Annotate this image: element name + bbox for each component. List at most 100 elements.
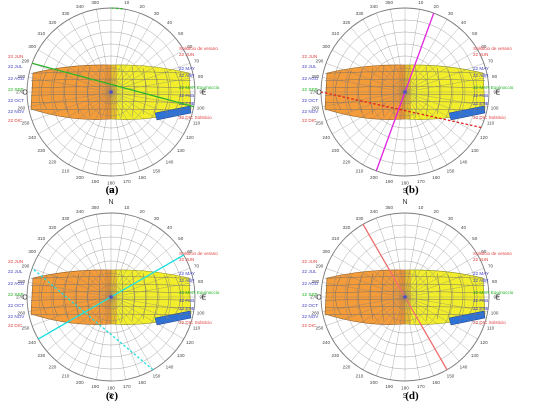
left-date-label: 22 NOV [302,314,319,319]
azimuth-line [110,91,140,171]
azimuth-tick-label: 200 [76,175,84,180]
south-label: S [403,188,408,195]
azimuth-tick-label: 250 [22,326,30,331]
azimuth-tick-label: 90 [493,90,499,95]
azimuth-tick-label: 280 [18,279,26,284]
hour-line [346,275,352,317]
azimuth-line [376,296,406,376]
left-date-label: 22 JUL [302,269,317,274]
azimuth-line [110,49,184,93]
azimuth-line [404,296,460,362]
azimuth-tick-label: 190 [385,384,393,389]
azimuth-line [68,91,112,165]
west-label: O [316,295,322,302]
right-date-label: 22 FEB [473,298,488,303]
azimuth-line [376,13,406,93]
azimuth-tick-label: 200 [76,380,84,385]
azimuth-tick-label: 300 [28,44,36,49]
azimuth-tick-label: 320 [343,20,351,25]
azimuth-line [350,296,406,362]
azimuth-tick-label: 330 [62,11,70,16]
azimuth-tick-label: 330 [62,216,70,221]
azimuth-line [326,63,406,93]
azimuth-line [110,282,194,298]
panel-caption: (b) [405,184,419,196]
azimuth-line [110,224,154,298]
azimuth-line [404,214,420,298]
azimuth-tick-label: 40 [461,20,467,25]
azimuth-tick-label: 340 [76,4,84,9]
hour-line [164,70,170,112]
azimuth-line [110,37,176,93]
center-point [403,90,407,94]
azimuth-tick-label: 60 [187,249,193,254]
azimuth-tick-label: 310 [331,236,339,241]
azimuth-tick-label: 270 [310,295,318,300]
left-date-label: 22 JUN [302,259,317,264]
azimuth-line [322,91,406,107]
azimuth-line [362,296,406,370]
azimuth-tick-label: 290 [22,263,30,268]
east-label: E [202,90,207,97]
azimuth-line [46,37,112,93]
hour-line [335,71,341,110]
azimuth-tick-label: 210 [356,373,364,378]
azimuth-tick-label: 340 [76,209,84,214]
north-label: N [108,0,113,1]
azimuth-tick-label: 180 [401,386,409,391]
azimuth-tick-label: 150 [447,373,455,378]
azimuth-line [404,268,484,298]
azimuth-tick-label: 310 [37,31,45,36]
azimuth-tick-label: 90 [493,295,499,300]
azimuth-line [350,27,406,93]
azimuth-tick-label: 190 [91,384,99,389]
hour-line [369,68,374,115]
right-date-label: 22 MAR Equinoccio [473,290,514,295]
azimuth-tick-label: 170 [123,384,131,389]
azimuth-tick-label: 90 [199,295,205,300]
azimuth-line [32,296,112,326]
azimuth-tick-label: 20 [140,209,146,214]
azimuth-tick-label: 180 [107,181,115,186]
azimuth-line [404,91,448,165]
hour-line [426,67,429,116]
azimuth-tick-label: 270 [16,90,24,95]
azimuth-line [68,296,112,370]
overlay-line [110,7,123,10]
azimuth-line [110,296,176,352]
azimuth-tick-label: 120 [480,340,488,345]
azimuth-line [362,19,406,93]
center-point [403,295,407,299]
right-date-label: 22 ENE [473,306,489,311]
azimuth-line [404,63,484,93]
right-date-label: 22 JUN [473,257,488,262]
right-date-label: 22 DIC Solsticio [473,320,506,325]
azimuth-tick-label: 170 [123,179,131,184]
azimuth-tick-label: 90 [199,90,205,95]
azimuth-tick-label: 70 [488,263,494,268]
right-date-label: 22 ABR [179,73,195,78]
north-label: N [402,199,407,206]
right-date-label: 22 MAY [179,271,195,276]
azimuth-tick-label: 10 [418,205,424,210]
left-date-label: 22 OCT [302,303,318,308]
azimuth-line [404,232,460,298]
azimuth-line [404,19,448,93]
azimuth-line [110,296,194,312]
azimuth-line [404,91,420,175]
azimuth-tick-label: 50 [178,31,184,36]
left-date-label: 22 AGO [8,281,25,286]
azimuth-tick-label: 240 [28,135,36,140]
azimuth-line [82,91,112,171]
left-date-label: 22 DIC [8,118,23,123]
hour-line [175,276,181,315]
azimuth-line [96,9,112,93]
azimuth-tick-label: 30 [154,216,160,221]
azimuth-tick-label: 160 [138,380,146,385]
azimuth-line [56,232,112,298]
hour-line [426,272,429,321]
azimuth-tick-label: 190 [385,179,393,184]
azimuth-line [38,91,112,135]
azimuth-line [96,91,112,175]
